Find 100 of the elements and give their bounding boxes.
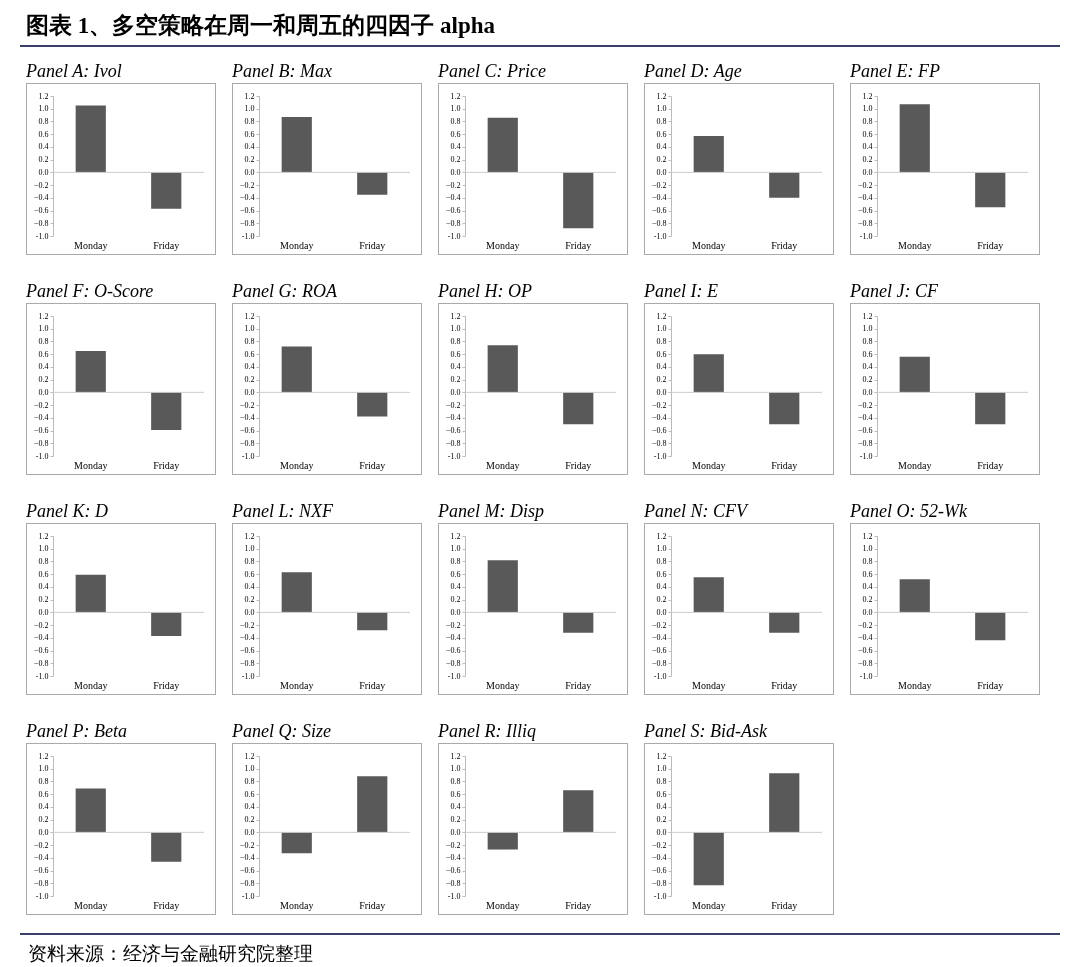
x-tick-label: Monday bbox=[280, 459, 314, 471]
y-tick-label: 0.0 bbox=[244, 167, 255, 177]
y-tick-label: −0.8 bbox=[651, 218, 667, 228]
y-tick-label: 1.0 bbox=[656, 324, 667, 334]
y-tick-label: 0.2 bbox=[862, 155, 873, 165]
chart-title: Panel J: CF bbox=[850, 281, 939, 303]
y-tick-label: −0.4 bbox=[33, 413, 49, 423]
y-tick-label: 1.0 bbox=[450, 104, 461, 114]
x-tick-label: Friday bbox=[565, 679, 592, 691]
y-tick-label: -1.0 bbox=[241, 451, 255, 461]
y-tick-label: 0.6 bbox=[862, 569, 873, 579]
y-tick-label: −0.8 bbox=[857, 218, 873, 228]
y-tick-label: −0.6 bbox=[651, 206, 667, 216]
y-tick-label: 0.8 bbox=[38, 776, 49, 786]
x-tick-label: Friday bbox=[977, 459, 1004, 471]
y-tick-label: −0.2 bbox=[239, 620, 255, 630]
y-tick-label: −0.4 bbox=[33, 853, 49, 863]
y-tick-label: 1.0 bbox=[656, 104, 667, 114]
y-tick-label: 0.4 bbox=[244, 582, 255, 592]
y-tick-label: 1.2 bbox=[244, 91, 255, 101]
y-tick-label: −0.2 bbox=[33, 180, 49, 190]
y-tick-label: −0.4 bbox=[445, 413, 461, 423]
y-tick-label: 0.6 bbox=[244, 789, 255, 799]
y-tick-label: −0.4 bbox=[445, 633, 461, 643]
y-tick-label: −0.6 bbox=[239, 866, 255, 876]
y-tick-label: 0.2 bbox=[244, 375, 255, 385]
y-tick-label: −0.2 bbox=[651, 620, 667, 630]
y-tick-label: 0.0 bbox=[656, 167, 667, 177]
y-tick-label: 0.4 bbox=[862, 362, 873, 372]
y-tick-label: −0.2 bbox=[239, 180, 255, 190]
x-tick-label: Friday bbox=[153, 679, 180, 691]
y-tick-label: -1.0 bbox=[35, 891, 49, 901]
y-tick-label: −0.8 bbox=[33, 658, 49, 668]
x-tick-label: Monday bbox=[692, 459, 726, 471]
x-tick-label: Monday bbox=[486, 459, 520, 471]
y-tick-label: 1.0 bbox=[244, 544, 255, 554]
y-tick-label: −0.2 bbox=[33, 620, 49, 630]
y-tick-label: 0.6 bbox=[38, 569, 49, 579]
y-tick-label: 1.0 bbox=[450, 544, 461, 554]
y-tick-label: 1.0 bbox=[38, 104, 49, 114]
y-tick-label: −0.2 bbox=[651, 400, 667, 410]
x-tick-label: Monday bbox=[898, 239, 932, 251]
y-tick-label: 0.6 bbox=[244, 569, 255, 579]
y-tick-label: 0.0 bbox=[38, 827, 49, 837]
y-tick-label: −0.6 bbox=[239, 646, 255, 656]
y-tick-label: 0.2 bbox=[862, 375, 873, 385]
y-tick-label: 0.0 bbox=[862, 167, 873, 177]
y-tick-label: 1.2 bbox=[862, 311, 873, 321]
y-tick-label: 0.4 bbox=[450, 582, 461, 592]
y-tick-label: 0.6 bbox=[244, 129, 255, 139]
y-tick-label: −0.6 bbox=[239, 206, 255, 216]
chart-title: Panel L: NXF bbox=[232, 501, 334, 523]
y-tick-label: 0.4 bbox=[656, 362, 667, 372]
y-tick-label: −0.4 bbox=[445, 853, 461, 863]
y-tick-label: 0.0 bbox=[38, 387, 49, 397]
x-tick-label: Monday bbox=[74, 459, 108, 471]
y-tick-label: 1.0 bbox=[862, 544, 873, 554]
chart-title: Panel K: D bbox=[26, 501, 109, 523]
y-tick-label: 0.0 bbox=[450, 607, 461, 617]
y-tick-label: 0.0 bbox=[450, 827, 461, 837]
y-tick-label: 0.8 bbox=[244, 556, 255, 566]
chart-title: Panel O: 52-Wk bbox=[850, 501, 968, 523]
y-tick-label: 0.2 bbox=[450, 375, 461, 385]
y-tick-label: 0.2 bbox=[450, 595, 461, 605]
y-tick-label: 1.2 bbox=[244, 311, 255, 321]
x-tick-label: Friday bbox=[565, 459, 592, 471]
y-tick-label: 0.2 bbox=[38, 595, 49, 605]
y-tick-label: −0.8 bbox=[445, 218, 461, 228]
y-tick-label: −0.4 bbox=[857, 193, 873, 203]
x-tick-label: Friday bbox=[359, 899, 386, 911]
y-tick-label: −0.8 bbox=[33, 438, 49, 448]
y-tick-label: 0.8 bbox=[450, 116, 461, 126]
y-tick-label: -1.0 bbox=[653, 231, 667, 241]
y-tick-label: 0.6 bbox=[656, 789, 667, 799]
chart-title: Panel A: Ivol bbox=[26, 61, 123, 83]
y-tick-label: 0.8 bbox=[862, 336, 873, 346]
y-tick-label: −0.6 bbox=[445, 206, 461, 216]
y-tick-label: −0.4 bbox=[651, 853, 667, 863]
y-tick-label: 0.4 bbox=[450, 362, 461, 372]
y-tick-label: 1.0 bbox=[656, 544, 667, 554]
y-tick-label: −0.6 bbox=[857, 426, 873, 436]
y-tick-label: 0.4 bbox=[656, 802, 667, 812]
y-tick-label: 1.2 bbox=[38, 751, 49, 761]
y-tick-label: 1.2 bbox=[656, 311, 667, 321]
y-tick-label: 1.2 bbox=[862, 91, 873, 101]
y-tick-label: 0.6 bbox=[656, 569, 667, 579]
y-tick-label: 0.0 bbox=[450, 167, 461, 177]
y-tick-label: −0.6 bbox=[651, 866, 667, 876]
y-tick-label: 0.4 bbox=[244, 802, 255, 812]
y-tick-label: 1.2 bbox=[38, 91, 49, 101]
y-tick-label: -1.0 bbox=[859, 231, 873, 241]
y-tick-label: 0.4 bbox=[450, 142, 461, 152]
y-tick-label: −0.6 bbox=[33, 426, 49, 436]
x-tick-label: Monday bbox=[486, 899, 520, 911]
x-tick-label: Friday bbox=[771, 899, 798, 911]
y-tick-label: -1.0 bbox=[241, 671, 255, 681]
chart-title: Panel D: Age bbox=[644, 61, 743, 83]
y-tick-label: 1.2 bbox=[38, 311, 49, 321]
y-tick-label: −0.2 bbox=[651, 840, 667, 850]
y-tick-label: 1.2 bbox=[450, 531, 461, 541]
